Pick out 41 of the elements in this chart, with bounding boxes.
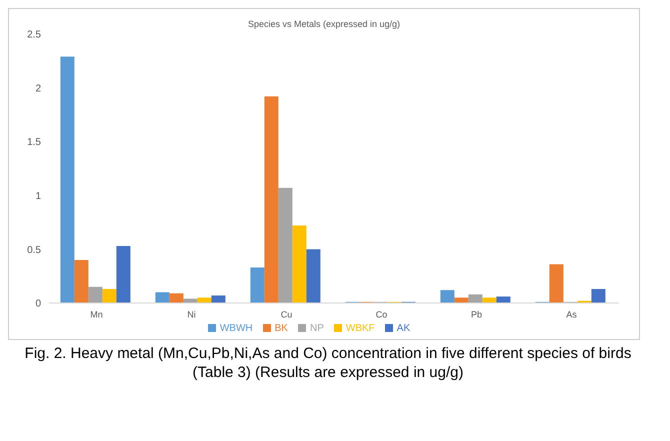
bar xyxy=(169,293,184,303)
bar xyxy=(496,296,510,303)
x-tick-label: As xyxy=(566,309,578,320)
bar xyxy=(292,226,306,303)
y-tick-label: 2.5 xyxy=(27,30,42,41)
bar xyxy=(454,298,468,303)
y-tick-label: 1.5 xyxy=(27,137,42,148)
bar xyxy=(60,56,74,303)
bar xyxy=(155,292,170,303)
x-tick-label: Pb xyxy=(470,309,482,320)
bar xyxy=(440,290,454,303)
legend-label: NP xyxy=(310,323,324,334)
bar xyxy=(88,286,102,303)
x-tick-label: Cu xyxy=(280,309,292,320)
bar xyxy=(549,264,564,303)
chart-title: Species vs Metals (expressed in ug/g) xyxy=(246,19,402,29)
y-tick-label: 1 xyxy=(35,190,42,202)
x-tick-label: Mn xyxy=(90,309,103,320)
y-tick-label: 2 xyxy=(35,83,42,94)
x-tick-label: Ni xyxy=(187,309,196,320)
bar xyxy=(482,298,496,303)
bar xyxy=(250,267,264,303)
legend-label: WBWH xyxy=(220,323,253,334)
bar xyxy=(278,188,292,303)
bar xyxy=(468,294,482,303)
bar xyxy=(306,249,320,303)
bar xyxy=(211,295,226,303)
bar xyxy=(102,289,116,303)
legend-label: AK xyxy=(396,323,410,334)
bar xyxy=(183,298,198,303)
x-tick-label: Co xyxy=(376,309,388,320)
bar xyxy=(74,260,88,303)
bar xyxy=(264,96,278,303)
legend-label: WBKF xyxy=(346,323,375,334)
legend-label: BK xyxy=(274,323,288,334)
bar xyxy=(197,298,212,303)
bar xyxy=(116,246,130,303)
y-tick-label: 0 xyxy=(35,298,42,310)
caption: Fig. 2. Heavy metal (Mn,Cu,Pb,Ni,As and Co) concentration in five different species of birds (Table 3) (Results are expressed in ug/g) xyxy=(24,344,632,382)
y-tick-label: 0.5 xyxy=(27,244,42,256)
bar xyxy=(591,289,606,303)
